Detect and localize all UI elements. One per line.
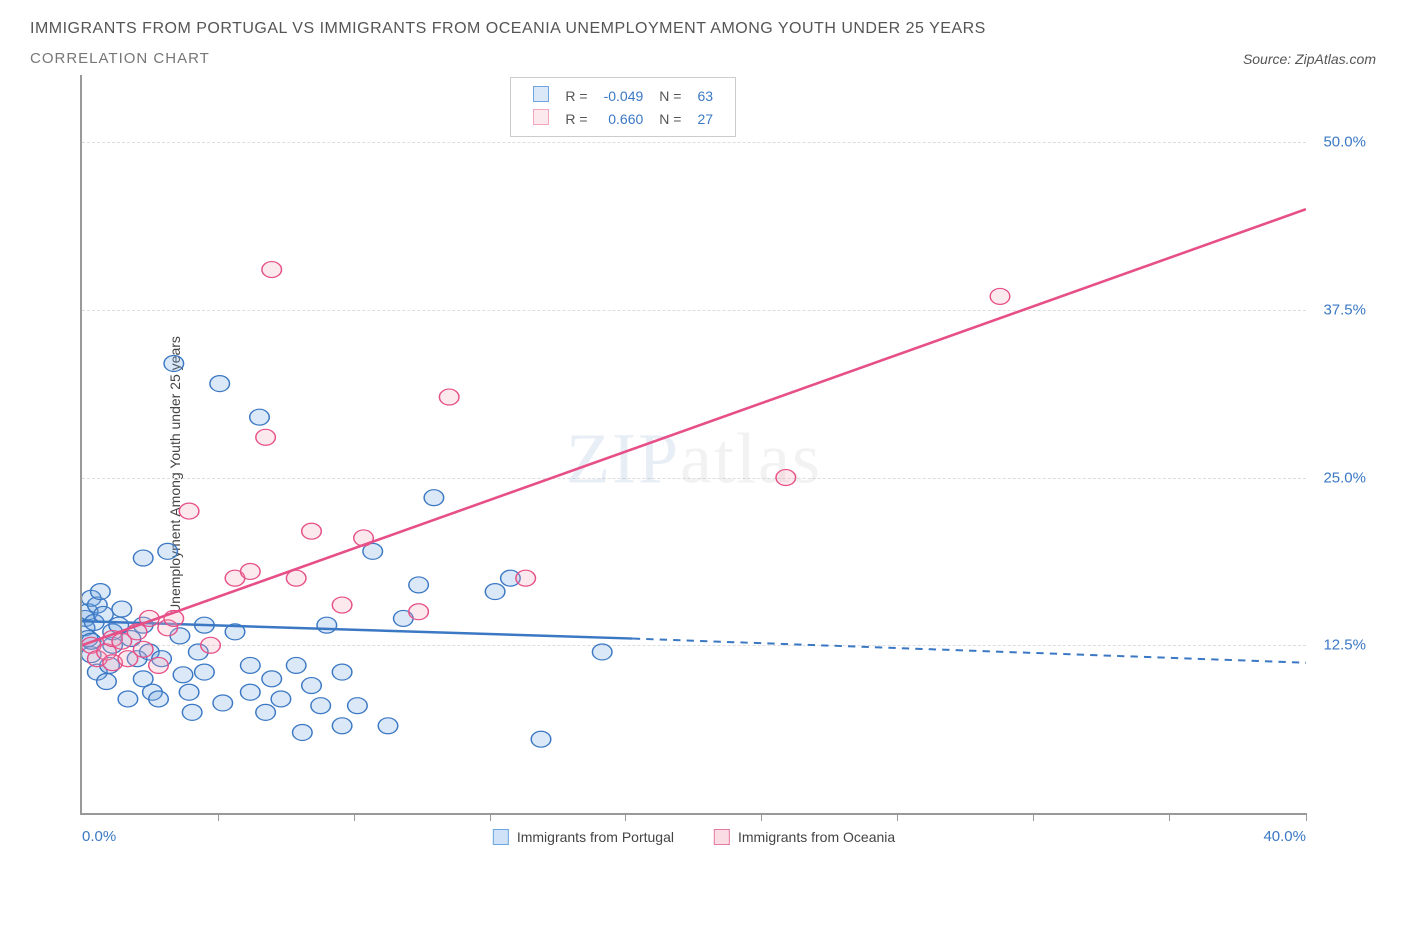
correlation-legend-row: R =-0.049N =63 xyxy=(525,84,721,107)
data-point xyxy=(256,429,276,445)
data-point xyxy=(91,584,111,600)
series-legend-label: Immigrants from Portugal xyxy=(517,829,674,845)
data-point xyxy=(516,570,536,586)
data-point xyxy=(332,664,352,680)
y-tick-label: 12.5% xyxy=(1323,637,1366,654)
n-label: N = xyxy=(651,84,689,107)
data-point xyxy=(158,543,178,559)
data-point xyxy=(256,704,276,720)
x-tick xyxy=(761,813,762,821)
data-point xyxy=(195,664,215,680)
data-point xyxy=(424,490,444,506)
data-point xyxy=(409,604,429,620)
correlation-legend: R =-0.049N =63R =0.660N =27 xyxy=(510,77,736,137)
data-point xyxy=(293,725,313,741)
data-point xyxy=(317,617,337,633)
data-point xyxy=(133,550,153,566)
data-point xyxy=(302,678,322,694)
data-point xyxy=(776,470,796,486)
data-point xyxy=(302,523,322,539)
x-axis-min-label: 0.0% xyxy=(82,828,116,845)
x-tick xyxy=(354,813,355,821)
x-tick xyxy=(1306,813,1307,821)
y-tick-label: 25.0% xyxy=(1323,469,1366,486)
data-point xyxy=(164,356,184,372)
data-point xyxy=(213,695,233,711)
r-label: R = xyxy=(557,107,595,130)
x-tick xyxy=(490,813,491,821)
source-attribution: Source: ZipAtlas.com xyxy=(1243,51,1376,67)
subtitle-row: CORRELATION CHART Source: ZipAtlas.com xyxy=(30,50,1376,67)
data-point xyxy=(201,637,221,653)
r-value: 0.660 xyxy=(596,107,652,130)
source-prefix: Source: xyxy=(1243,51,1295,67)
data-point xyxy=(182,704,202,720)
y-tick-label: 50.0% xyxy=(1323,134,1366,151)
data-point xyxy=(133,641,153,657)
data-point xyxy=(179,684,199,700)
x-tick xyxy=(1169,813,1170,821)
source-name: ZipAtlas.com xyxy=(1295,51,1376,67)
data-point xyxy=(97,674,117,690)
chart-header: IMMIGRANTS FROM PORTUGAL VS IMMIGRANTS F… xyxy=(30,20,1376,67)
n-value: 63 xyxy=(689,84,721,107)
x-tick xyxy=(1033,813,1034,821)
legend-swatch-icon xyxy=(533,109,549,125)
data-point xyxy=(262,262,282,278)
data-point xyxy=(348,698,368,714)
correlation-legend-row: R =0.660N =27 xyxy=(525,107,721,130)
data-point xyxy=(271,691,291,707)
legend-swatch-icon xyxy=(493,829,509,845)
series-legend-item: Immigrants from Oceania xyxy=(714,829,895,845)
trend-line-extrapolated xyxy=(633,639,1306,663)
series-legend-item: Immigrants from Portugal xyxy=(493,829,674,845)
data-point xyxy=(262,671,282,687)
n-value: 27 xyxy=(689,107,721,130)
data-point xyxy=(439,389,459,405)
chart-subtitle: CORRELATION CHART xyxy=(30,50,210,67)
data-point xyxy=(179,503,199,519)
data-point xyxy=(112,601,132,617)
data-point xyxy=(531,731,551,747)
data-point xyxy=(241,563,261,579)
data-point xyxy=(250,409,270,425)
data-point xyxy=(149,691,169,707)
data-point xyxy=(149,657,169,673)
data-point xyxy=(118,691,138,707)
data-point xyxy=(241,657,261,673)
x-axis-max-label: 40.0% xyxy=(1263,828,1306,845)
x-tick xyxy=(897,813,898,821)
legend-swatch-icon xyxy=(714,829,730,845)
x-tick xyxy=(218,813,219,821)
data-point xyxy=(210,376,230,392)
plot-region: R =-0.049N =63R =0.660N =27 ZIPatlas 0.0… xyxy=(80,75,1306,815)
data-point xyxy=(378,718,398,734)
legend-swatch-icon xyxy=(533,86,549,102)
data-point xyxy=(485,584,505,600)
data-point xyxy=(286,657,306,673)
data-point xyxy=(94,606,114,622)
series-legend-label: Immigrants from Oceania xyxy=(738,829,895,845)
chart-area: Unemployment Among Youth under 25 years … xyxy=(30,75,1376,875)
r-label: R = xyxy=(557,84,595,107)
data-point xyxy=(311,698,331,714)
chart-title: IMMIGRANTS FROM PORTUGAL VS IMMIGRANTS F… xyxy=(30,20,1376,38)
data-point xyxy=(990,288,1010,304)
data-point xyxy=(332,718,352,734)
data-point xyxy=(241,684,261,700)
y-tick-label: 37.5% xyxy=(1323,301,1366,318)
data-point xyxy=(173,667,193,683)
r-value: -0.049 xyxy=(596,84,652,107)
data-point xyxy=(332,597,352,613)
data-point xyxy=(592,644,612,660)
n-label: N = xyxy=(651,107,689,130)
scatter-svg xyxy=(82,75,1306,813)
x-tick xyxy=(625,813,626,821)
data-point xyxy=(409,577,429,593)
series-legend: Immigrants from Portugal Immigrants from … xyxy=(493,829,895,845)
